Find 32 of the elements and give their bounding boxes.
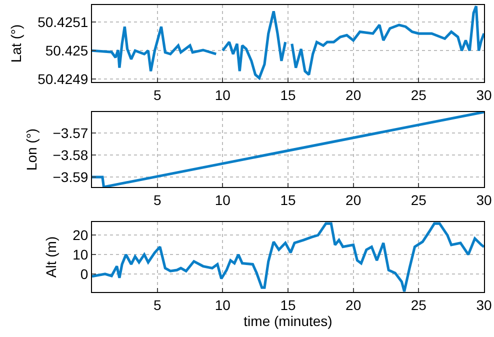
y-axis-title: Lon (°) bbox=[23, 128, 40, 171]
x-tick-label: 20 bbox=[346, 86, 362, 103]
x-tick-label: 20 bbox=[346, 296, 362, 313]
x-tick-label: 10 bbox=[214, 86, 231, 103]
x-axis-title: time (minutes) bbox=[244, 312, 332, 329]
x-tick-label: 10 bbox=[214, 192, 231, 208]
y-tick-label: −3.57 bbox=[52, 124, 88, 141]
x-tick-label: 5 bbox=[153, 86, 162, 103]
x-tick-label: 30 bbox=[476, 296, 492, 313]
x-tick-label: 20 bbox=[346, 192, 362, 208]
y-axis-title: Lat (°) bbox=[8, 24, 24, 63]
x-tick-label: 30 bbox=[476, 86, 492, 103]
x-tick-label: 25 bbox=[410, 296, 427, 313]
y-tick-label: −3.58 bbox=[52, 146, 88, 163]
y-tick-label: 10 bbox=[72, 246, 88, 262]
x-tick-label: 25 bbox=[410, 192, 427, 208]
x-tick-label: 15 bbox=[280, 192, 296, 208]
x-tick-label: 15 bbox=[280, 86, 296, 103]
line-series bbox=[92, 222, 484, 292]
y-tick-label: 0 bbox=[80, 266, 88, 282]
x-tick-label: 25 bbox=[410, 86, 427, 103]
x-tick-label: 30 bbox=[476, 192, 492, 208]
y-tick-label: −3.59 bbox=[52, 168, 88, 185]
x-tick-label: 5 bbox=[153, 192, 162, 208]
x-tick-label: 15 bbox=[280, 296, 296, 313]
y-tick-label: 50.425 bbox=[45, 42, 88, 59]
x-tick-label: 5 bbox=[153, 296, 162, 313]
y-tick-label: 50.4249 bbox=[38, 71, 88, 88]
y-tick-label: 20 bbox=[72, 227, 88, 244]
y-tick-label: 50.4251 bbox=[38, 14, 88, 30]
x-tick-label: 10 bbox=[214, 296, 231, 313]
y-axis-title: Alt (m) bbox=[43, 236, 60, 278]
